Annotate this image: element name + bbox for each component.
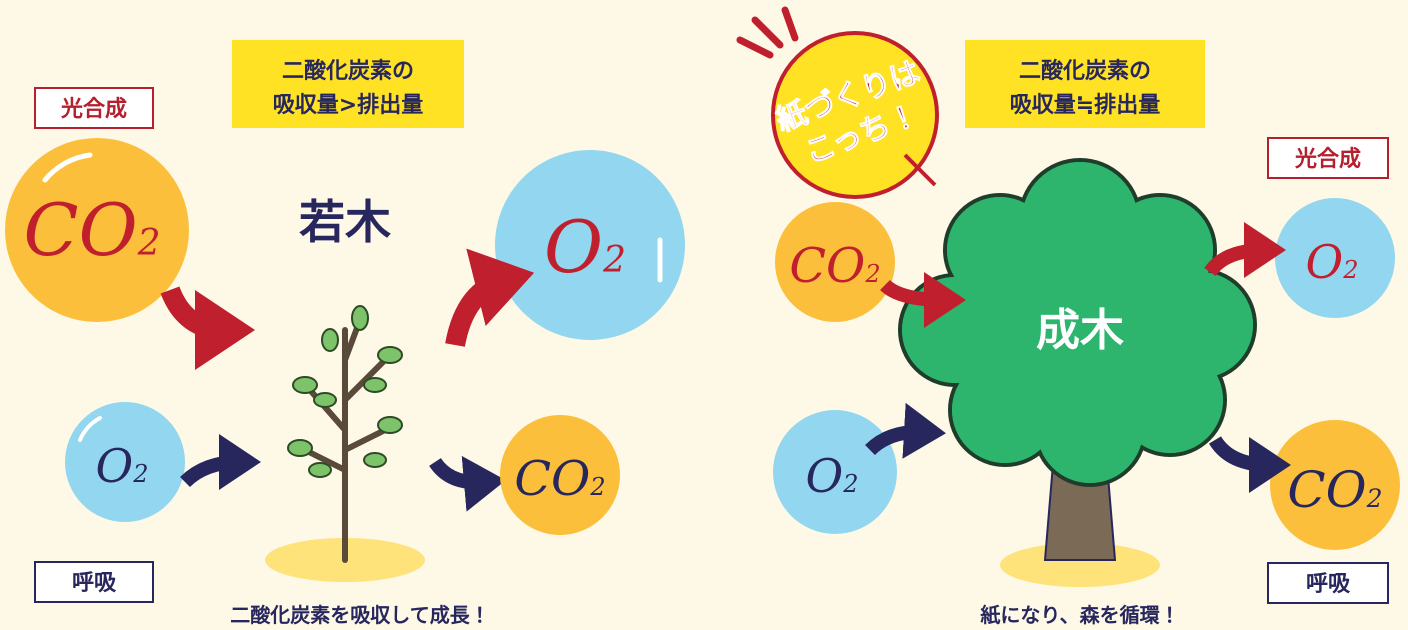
- balance-line: 二酸化炭素の: [282, 58, 414, 84]
- diagram: 光合成 二酸化炭素の 吸収量>排出量 CO2 若木 O2 O2 CO2 呼吸 二…: [0, 0, 1408, 630]
- label: 光合成: [1294, 147, 1361, 172]
- balance-line: 二酸化炭素の: [1019, 58, 1151, 84]
- label: 光合成: [60, 97, 127, 122]
- caption: 紙になり、森を循環！: [980, 603, 1179, 627]
- balance-line: 吸収量>排出量: [273, 93, 423, 118]
- balance-line: 吸収量≒排出量: [1010, 93, 1160, 118]
- tree-label: 若木: [299, 195, 391, 249]
- label: 呼吸: [1306, 572, 1351, 597]
- caption: 二酸化炭素を吸収して成長！: [230, 603, 489, 627]
- label: 呼吸: [72, 571, 117, 596]
- tree-label: 成木: [1036, 305, 1124, 356]
